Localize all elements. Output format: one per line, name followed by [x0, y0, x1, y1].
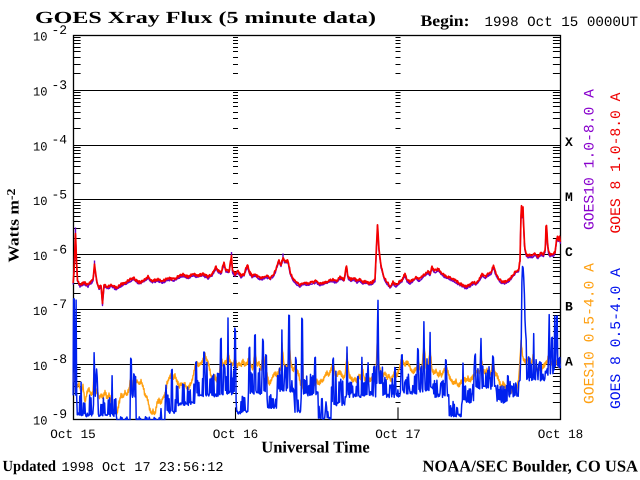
- svg-text:GOES Xray Flux (5 minute data): GOES Xray Flux (5 minute data): [35, 8, 376, 27]
- svg-text:Begin:: Begin:: [421, 13, 470, 30]
- svg-text:-4: -4: [52, 133, 68, 148]
- svg-text:GOES 8 1.0-8.0 A: GOES 8 1.0-8.0 A: [609, 92, 625, 233]
- svg-text:-9: -9: [52, 407, 68, 422]
- svg-text:-3: -3: [52, 78, 68, 93]
- svg-text:Oct 17: Oct 17: [375, 427, 421, 442]
- svg-text:Universal Time: Universal Time: [261, 438, 370, 457]
- svg-text:10: 10: [33, 415, 48, 429]
- svg-text:M: M: [565, 190, 573, 205]
- svg-text:GOES10 1.0-8.0 A: GOES10 1.0-8.0 A: [583, 89, 599, 230]
- svg-text:10: 10: [33, 140, 48, 154]
- svg-text:C: C: [565, 245, 573, 260]
- svg-text:10: 10: [33, 31, 48, 45]
- svg-text:GOES10 0.5-4.0 A: GOES10 0.5-4.0 A: [583, 263, 599, 404]
- svg-text:-2: -2: [52, 23, 68, 38]
- svg-text:B: B: [565, 300, 573, 315]
- svg-text:10: 10: [33, 195, 48, 209]
- svg-text:1998 Oct 15 0000UT: 1998 Oct 15 0000UT: [485, 15, 639, 31]
- svg-text:Oct 15: Oct 15: [50, 427, 96, 442]
- svg-text:Oct 18: Oct 18: [538, 427, 584, 442]
- svg-text:-6: -6: [52, 242, 68, 257]
- svg-text:10: 10: [33, 360, 48, 374]
- svg-text:10: 10: [33, 86, 48, 100]
- svg-text:-8: -8: [52, 352, 68, 367]
- svg-text:Updated: Updated: [3, 458, 57, 475]
- svg-text:10: 10: [33, 250, 48, 264]
- svg-text:-7: -7: [52, 297, 68, 312]
- svg-text:Watts m-2: Watts m-2: [4, 189, 23, 263]
- svg-text:A: A: [565, 355, 573, 370]
- svg-text:10: 10: [33, 305, 48, 319]
- svg-text:NOAA/SEC Boulder, CO USA: NOAA/SEC Boulder, CO USA: [423, 457, 639, 476]
- svg-text:Oct 16: Oct 16: [213, 427, 259, 442]
- svg-text:1998 Oct 17 23:56:12: 1998 Oct 17 23:56:12: [62, 461, 224, 476]
- svg-text:GOES 8 0.5-4.0 A: GOES 8 0.5-4.0 A: [609, 268, 625, 409]
- svg-text:X: X: [565, 135, 573, 150]
- svg-text:-5: -5: [52, 188, 68, 203]
